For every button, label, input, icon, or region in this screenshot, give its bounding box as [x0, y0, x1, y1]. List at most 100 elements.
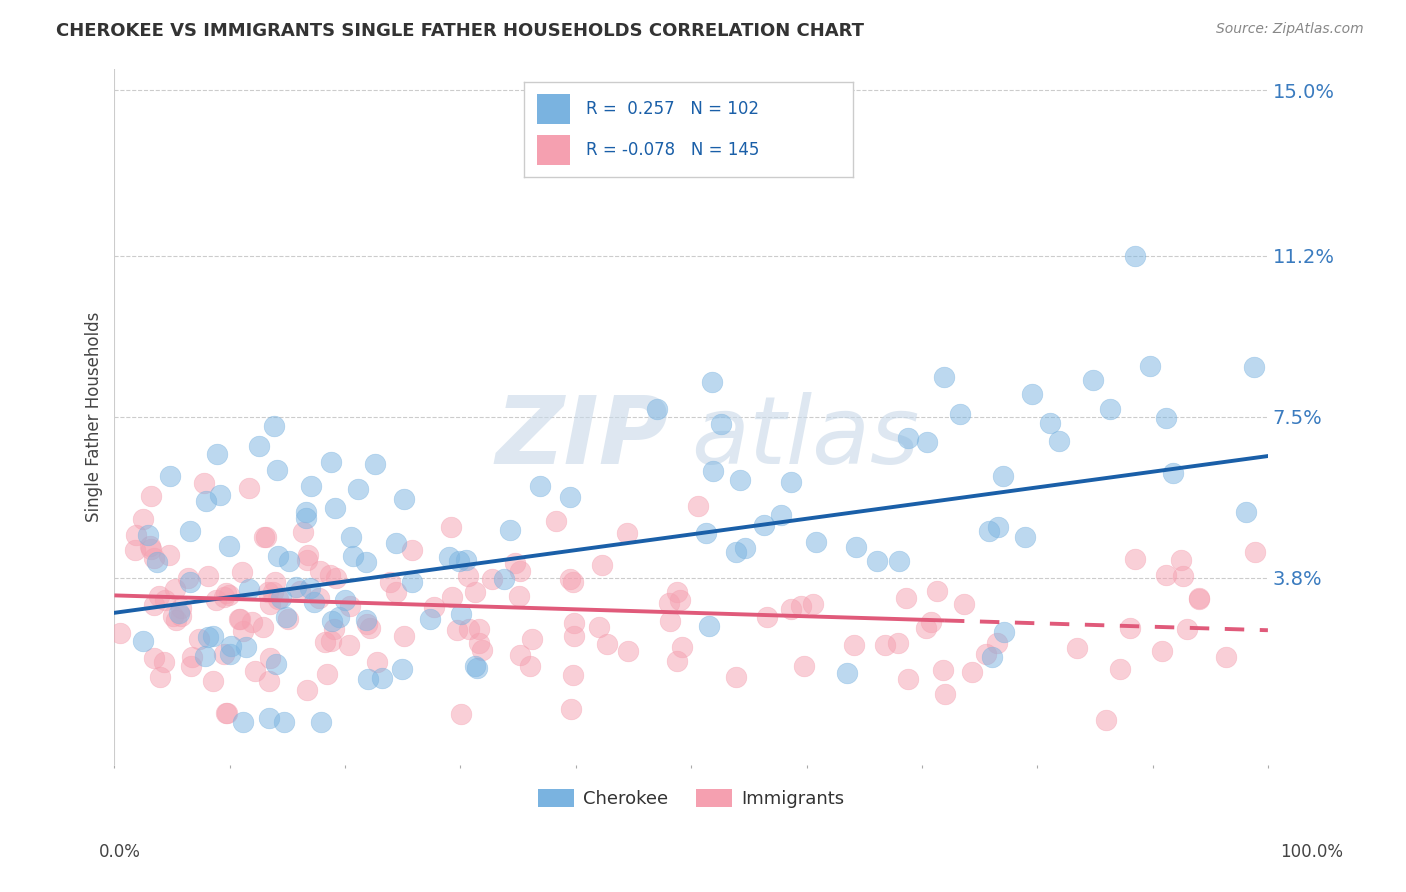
- Point: [319, 568, 342, 582]
- Point: [263, 418, 285, 433]
- Point: [560, 701, 582, 715]
- Point: [562, 615, 585, 630]
- Point: [308, 564, 330, 578]
- Point: [342, 549, 364, 563]
- Point: [915, 434, 938, 449]
- Point: [273, 714, 295, 729]
- Point: [194, 494, 217, 508]
- Point: [440, 519, 463, 533]
- Point: [243, 665, 266, 679]
- Point: [238, 481, 260, 495]
- Point: [481, 572, 503, 586]
- Point: [991, 469, 1014, 483]
- Point: [162, 609, 184, 624]
- Point: [440, 590, 463, 604]
- Point: [508, 589, 530, 603]
- Point: [1123, 249, 1146, 263]
- Point: [897, 673, 920, 687]
- Point: [340, 530, 363, 544]
- Point: [215, 706, 238, 720]
- Point: [177, 571, 200, 585]
- Point: [492, 572, 515, 586]
- Point: [321, 615, 343, 629]
- Point: [450, 607, 472, 621]
- Point: [262, 585, 284, 599]
- Point: [219, 639, 242, 653]
- Point: [645, 401, 668, 416]
- Point: [756, 610, 779, 624]
- Point: [202, 673, 225, 688]
- Text: atlas: atlas: [692, 392, 920, 483]
- Point: [446, 624, 468, 638]
- Point: [165, 613, 187, 627]
- Point: [252, 620, 274, 634]
- Point: [519, 659, 541, 673]
- Point: [1095, 713, 1118, 727]
- Point: [558, 572, 581, 586]
- Point: [229, 612, 252, 626]
- Point: [139, 542, 162, 557]
- Point: [934, 687, 956, 701]
- Point: [1109, 662, 1132, 676]
- Point: [392, 629, 415, 643]
- Point: [136, 528, 159, 542]
- Point: [371, 671, 394, 685]
- Point: [124, 543, 146, 558]
- Point: [666, 585, 689, 599]
- Point: [503, 556, 526, 570]
- Point: [934, 370, 956, 384]
- Point: [238, 582, 260, 596]
- Text: 100.0%: 100.0%: [1279, 843, 1343, 861]
- Point: [347, 482, 370, 496]
- Point: [1039, 416, 1062, 430]
- Point: [308, 591, 330, 605]
- Point: [228, 611, 250, 625]
- Point: [702, 464, 724, 478]
- Point: [259, 651, 281, 665]
- Point: [125, 527, 148, 541]
- Point: [544, 514, 567, 528]
- Point: [218, 540, 240, 554]
- Point: [359, 621, 381, 635]
- Point: [354, 555, 377, 569]
- Point: [143, 550, 166, 565]
- Point: [302, 594, 325, 608]
- Text: Source: ZipAtlas.com: Source: ZipAtlas.com: [1216, 22, 1364, 37]
- Point: [385, 585, 408, 599]
- Point: [447, 554, 470, 568]
- Point: [1098, 402, 1121, 417]
- Point: [790, 599, 813, 613]
- Point: [143, 650, 166, 665]
- Point: [240, 615, 263, 630]
- Point: [323, 501, 346, 516]
- Point: [205, 447, 228, 461]
- Point: [439, 550, 461, 565]
- Point: [316, 667, 339, 681]
- Point: [658, 596, 681, 610]
- Point: [1175, 622, 1198, 636]
- Point: [204, 593, 226, 607]
- Point: [932, 663, 955, 677]
- Point: [333, 593, 356, 607]
- Point: [366, 655, 388, 669]
- Point: [873, 638, 896, 652]
- Point: [235, 640, 257, 655]
- Point: [658, 615, 681, 629]
- Point: [897, 431, 920, 445]
- Point: [671, 640, 693, 655]
- Point: [323, 622, 346, 636]
- Y-axis label: Single Father Households: Single Father Households: [86, 311, 103, 522]
- Point: [842, 639, 865, 653]
- Point: [467, 635, 489, 649]
- Point: [179, 575, 201, 590]
- Point: [219, 648, 242, 662]
- Point: [142, 598, 165, 612]
- Point: [887, 636, 910, 650]
- Point: [1244, 544, 1267, 558]
- Point: [385, 536, 408, 550]
- Point: [181, 649, 204, 664]
- Point: [321, 633, 343, 648]
- Point: [364, 457, 387, 471]
- Point: [264, 574, 287, 589]
- Point: [297, 553, 319, 567]
